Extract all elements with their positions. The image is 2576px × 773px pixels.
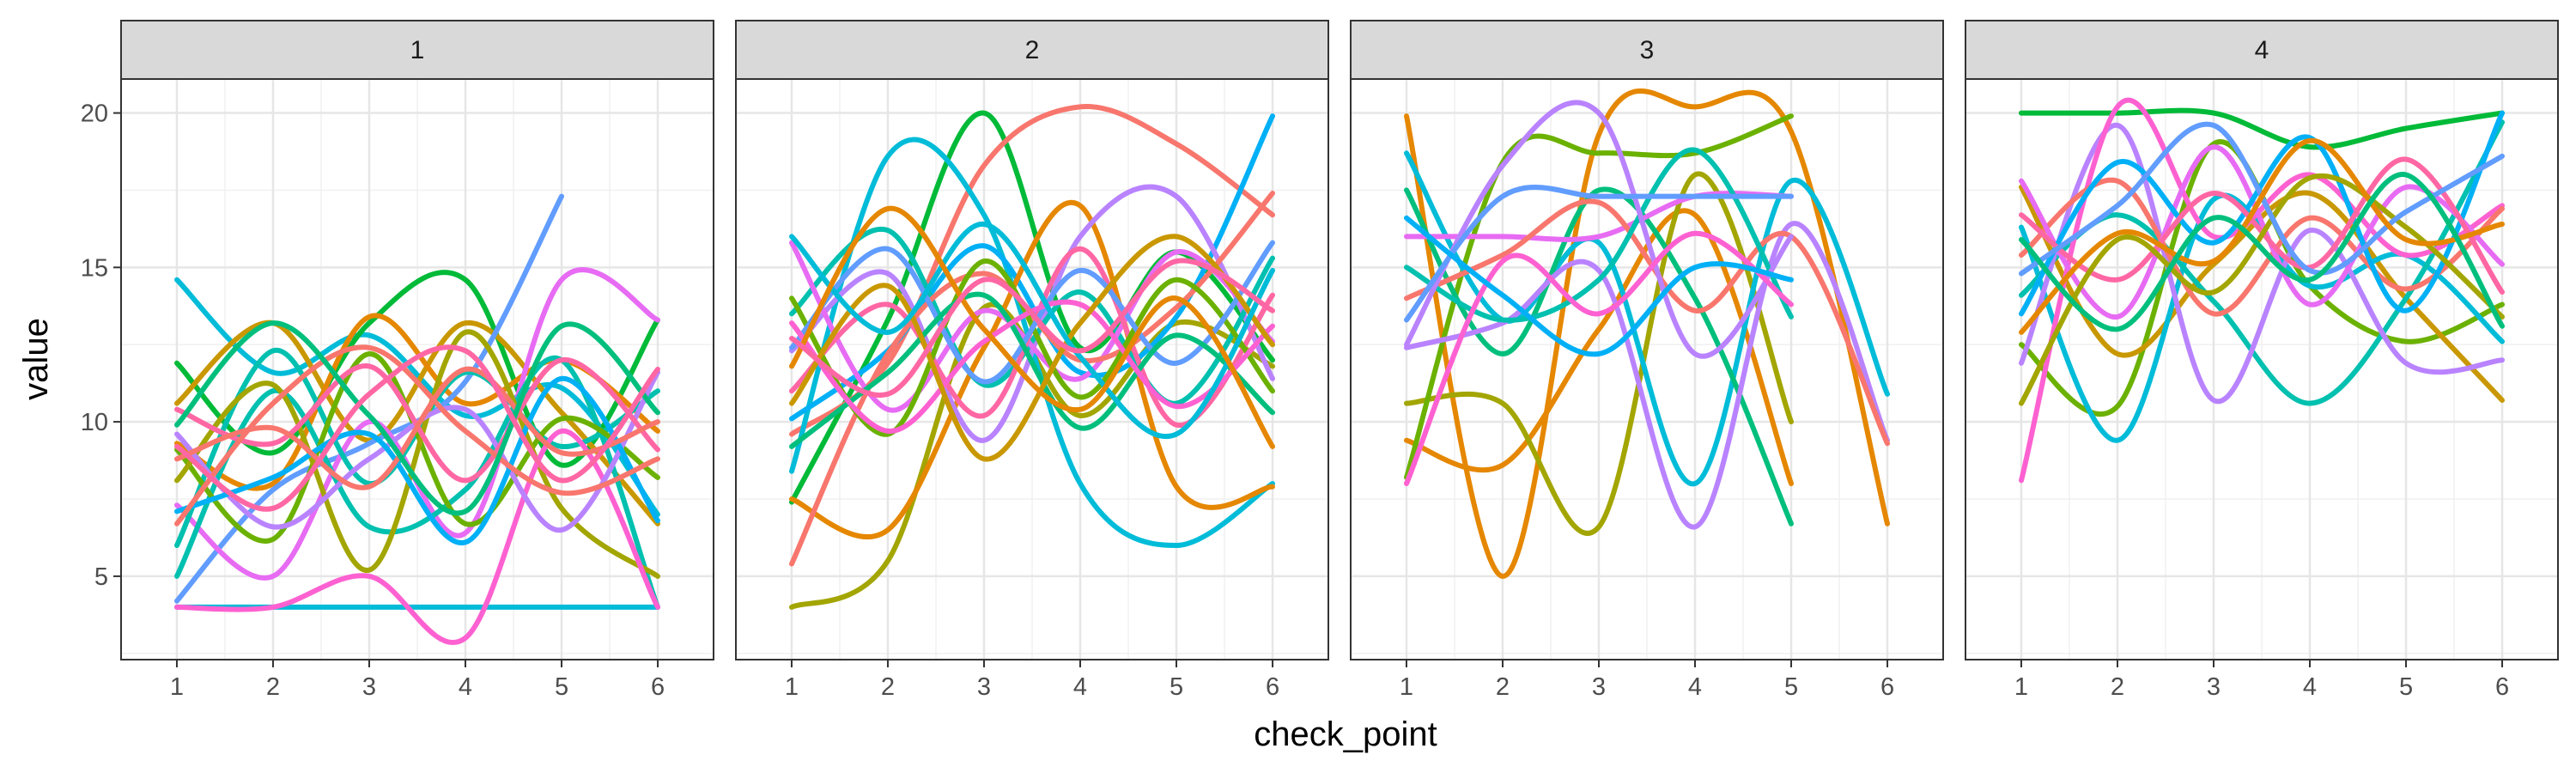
series-line [174,344,660,526]
series-line [2019,172,2505,332]
x-tick-label: 1 [170,673,184,701]
facet-panel-4: 4 1 2 3 4 5 6 [1965,20,2559,701]
x-tick-label: 1 [785,673,799,701]
series-group [1404,88,1890,579]
series-line [2019,97,2505,484]
x-tick-label: 3 [362,673,376,701]
series-line [789,258,1275,399]
series-line [2019,173,2505,406]
series-line [2019,156,2505,295]
x-tick-label: 4 [1073,673,1087,701]
x-tick-label: 4 [459,673,472,701]
series-line [1404,221,1890,530]
facet-panel-2: 2 1 2 3 4 5 6 [735,20,1329,701]
x-tick-label: 2 [266,673,280,701]
series-line [2019,121,2505,277]
x-tick-label: 3 [1592,673,1606,701]
series-group [174,193,660,645]
series-line [789,226,1275,406]
facet-panel-3: 3 1 2 3 4 5 6 [1350,20,1944,701]
facet-strip-label: 3 [1640,36,1655,64]
series-line [789,240,1275,385]
series-line [1404,100,1794,359]
y-tick-label: 15 [81,254,108,282]
series-line [789,222,1275,439]
x-tick-label: 2 [1496,673,1510,701]
x-tick-label: 5 [1784,673,1798,701]
series-group [789,103,1275,610]
series-line [2019,122,2505,405]
y-tick-label: 5 [94,563,108,591]
series-line [174,344,660,512]
x-tick-label: 2 [881,673,895,701]
series-line [2019,137,2505,335]
x-axis-title: check_point [1254,715,1437,753]
series-line [789,200,1275,539]
series-line [1404,191,1794,242]
series-line [789,205,1275,449]
series-line [174,357,660,484]
series-line [174,375,660,545]
x-tick-label: 5 [1170,673,1183,701]
x-tick-label: 6 [1266,673,1279,701]
x-tick-label: 6 [1880,673,1894,701]
series-line [174,270,660,468]
facet-strip [1965,20,2559,80]
x-tick-label: 2 [2111,673,2124,701]
y-tick-label: 10 [81,409,108,436]
x-tick-label: 1 [1400,673,1413,701]
x-tick-label: 1 [2014,673,2028,701]
series-line [789,184,1275,443]
series-line [789,291,1275,449]
facet-strip-label: 2 [1025,36,1040,64]
series-line [2019,119,2505,406]
facet-strip [120,20,714,80]
series-line [789,137,1275,548]
series-line [2019,184,2505,403]
y-tick-label: 20 [81,100,108,128]
series-line [174,366,660,490]
facet-strip-label: 4 [2255,36,2269,64]
x-tick-label: 5 [555,673,568,701]
x-tick-label: 5 [2399,673,2413,701]
series-line [174,267,660,581]
series-line [1404,147,1794,323]
x-tick-label: 6 [651,673,665,701]
series-line [174,320,660,516]
facet-strip-label: 1 [410,36,425,64]
series-line [789,299,1275,434]
series-line [2019,107,2505,150]
series-line [1404,171,1794,536]
facet-panel-1: 1 1 2 3 4 5 6 5 10 15 20 [81,20,714,701]
facet-strip [1350,20,1944,80]
series-line [1404,230,1794,486]
series-line [1404,198,1890,447]
x-tick-label: 3 [2207,673,2221,701]
y-axis-title: value [17,318,55,400]
facet-strip [735,20,1329,80]
series-line [2019,110,2505,317]
x-tick-label: 6 [2495,673,2509,701]
series-line [2019,177,2505,317]
x-tick-label: 4 [1688,673,1702,701]
series-line [1404,215,1794,357]
series-line [1404,113,1794,480]
x-tick-label: 4 [2303,673,2317,701]
x-tick-label: 3 [977,673,991,701]
series-line [2019,144,2505,320]
series-line [789,234,1275,462]
series-line [174,369,660,533]
series-group [2019,97,2505,484]
series-line [1404,184,1794,323]
